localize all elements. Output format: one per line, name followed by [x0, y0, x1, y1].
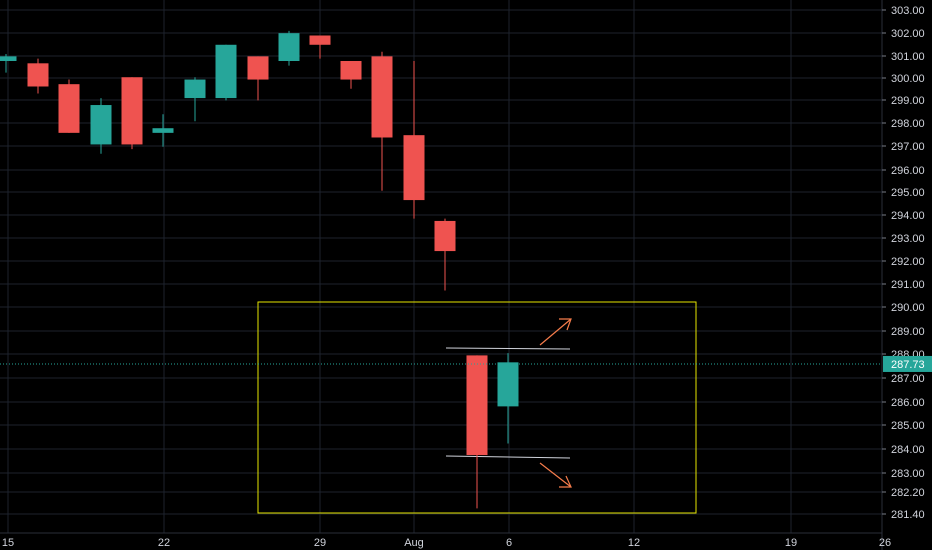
price-tick-label: 302.00: [891, 28, 925, 40]
last-price-badge: 287.73: [883, 355, 932, 372]
price-tick-label: 292.00: [891, 256, 925, 268]
time-tick-label: 29: [314, 537, 326, 549]
candle-body: [121, 77, 143, 145]
candle-down[interactable]: [340, 60, 362, 89]
upward-arrow[interactable]: [539, 318, 572, 346]
time-tick-label: Aug: [404, 537, 424, 549]
price-tick-label: 296.00: [891, 165, 925, 177]
downward-arrow[interactable]: [539, 462, 572, 488]
last-price-label: 287.73: [891, 359, 925, 371]
price-tick-label: 303.00: [891, 5, 925, 17]
price-tick-label: 289.00: [891, 326, 925, 338]
candle-up[interactable]: [497, 353, 519, 444]
candle-body: [152, 128, 174, 133]
candle-body: [371, 56, 393, 138]
candle-up[interactable]: [215, 44, 237, 101]
price-tick-label: 290.00: [891, 302, 925, 314]
time-tick-label: 12: [628, 537, 640, 549]
price-tick-label: 287.00: [891, 373, 925, 385]
candle-down[interactable]: [121, 77, 143, 150]
candle-up[interactable]: [152, 114, 174, 147]
price-tick-label: 294.00: [891, 210, 925, 222]
price-tick-label: 301.00: [891, 51, 925, 63]
time-tick-label: 15: [2, 537, 14, 549]
horizontal-grid: [0, 9, 882, 515]
candle-down[interactable]: [403, 60, 425, 219]
time-tick-label: 6: [506, 537, 512, 549]
candle-body: [309, 35, 331, 45]
candle-body: [184, 79, 206, 99]
price-axis[interactable]: [882, 0, 932, 550]
candle-down[interactable]: [466, 355, 488, 509]
lower-range-line[interactable]: [445, 455, 571, 459]
price-tick-label: 284.00: [891, 444, 925, 456]
candle-body: [0, 56, 17, 61]
candle-body: [340, 60, 362, 80]
price-tick-label: 293.00: [891, 233, 925, 245]
candle-up[interactable]: [278, 30, 300, 66]
candle-body: [90, 105, 112, 145]
price-tick-label: 283.00: [891, 468, 925, 480]
candle-body: [278, 33, 300, 61]
time-tick-label: 22: [158, 537, 170, 549]
candle-up[interactable]: [90, 98, 112, 154]
upper-range-line[interactable]: [445, 347, 571, 350]
price-axis-ticks: 303.00 302.00 301.00 300.00 299.00 298.00 297.…: [882, 5, 925, 521]
price-tick-label: 282.20: [891, 487, 925, 499]
candle-body: [247, 56, 269, 80]
price-tick-label: 291.00: [891, 279, 925, 291]
candle-down[interactable]: [434, 218, 456, 291]
price-tick-label: 299.00: [891, 95, 925, 107]
candle-body: [215, 44, 237, 99]
price-tick-label: 298.00: [891, 118, 925, 130]
candle-up[interactable]: [0, 54, 17, 73]
candle-down[interactable]: [58, 79, 80, 133]
time-axis-ticks: 15 22 29 Aug 6 12 19 26: [2, 537, 891, 549]
candle-body: [27, 63, 49, 87]
candles: [0, 30, 519, 509]
price-tick-label: 285.00: [891, 420, 925, 432]
candle-up[interactable]: [184, 77, 206, 122]
candle-body: [58, 84, 80, 133]
price-tick-label: 297.00: [891, 141, 925, 153]
price-tick-label: 300.00: [891, 73, 925, 85]
candle-body: [434, 220, 456, 252]
price-tick-label: 286.00: [891, 397, 925, 409]
price-tick-label: 281.40: [891, 509, 925, 521]
annotation-rectangle[interactable]: [257, 301, 697, 514]
candle-body: [466, 355, 488, 456]
candle-down[interactable]: [27, 58, 49, 94]
candle-down[interactable]: [247, 56, 269, 101]
candle-body: [403, 135, 425, 201]
time-tick-label: 19: [785, 537, 797, 549]
price-tick-label: 295.00: [891, 187, 925, 199]
time-tick-label: 26: [879, 537, 891, 549]
candle-down[interactable]: [309, 35, 331, 59]
candle-body: [497, 362, 519, 407]
candle-down[interactable]: [371, 51, 393, 191]
